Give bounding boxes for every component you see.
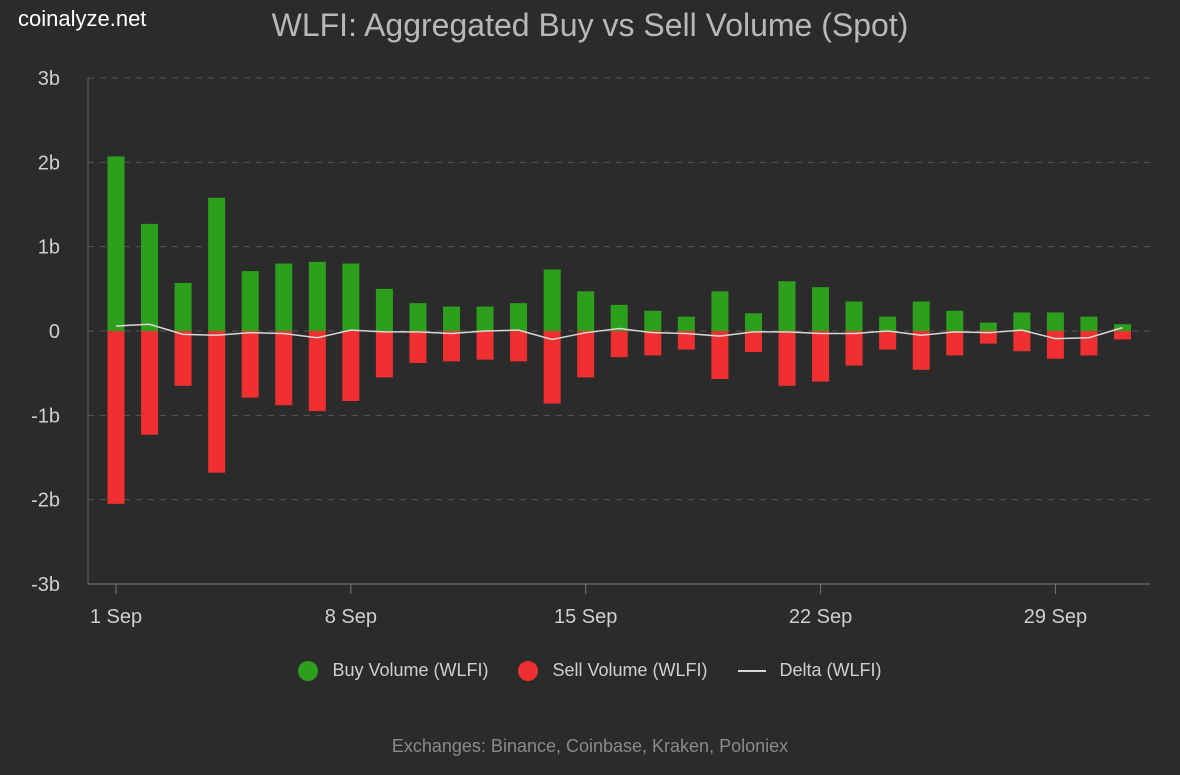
sell-bar <box>208 331 226 473</box>
sell-bar <box>174 331 192 386</box>
delta-line <box>115 323 1123 341</box>
sell-bar <box>107 331 125 504</box>
buy-bar <box>912 301 930 331</box>
sell-bar <box>275 331 293 406</box>
delta-line-layer <box>115 323 1123 341</box>
buy-bar <box>476 306 494 331</box>
legend-label-buy: Buy Volume (WLFI) <box>332 660 489 680</box>
sell-bar <box>141 331 159 435</box>
sell-bar <box>946 331 964 356</box>
legend-label-delta: Delta (WLFI) <box>779 660 882 680</box>
buy-bar <box>1013 312 1031 331</box>
buy-bar <box>342 263 360 331</box>
sell-bar <box>644 331 662 356</box>
buy-bar <box>644 310 662 331</box>
buy-bar <box>845 301 863 331</box>
sell-bar <box>543 331 561 404</box>
sell-bar <box>443 331 460 362</box>
buy-bar <box>577 291 595 331</box>
sell-bar <box>510 331 528 362</box>
buy-bar <box>443 306 460 331</box>
delta-line-icon <box>737 669 766 672</box>
legend-label-sell: Sell Volume (WLFI) <box>552 660 708 680</box>
sell-bar <box>308 331 326 412</box>
y-tick-label: 2b <box>38 152 60 174</box>
sell-bar <box>375 331 393 378</box>
buy-bar <box>308 261 326 331</box>
sell-bar <box>1114 331 1131 340</box>
axes: 3b 2b 1b 0 -1b -2b -3b 1 Sep 8 Sep 15 Sep 22 Sep 29… <box>31 68 1150 628</box>
buy-bar <box>510 303 528 331</box>
sell-bar <box>677 331 695 350</box>
exchanges-footer: Exchanges: Binance, Coinbase, Kraken, Po… <box>391 736 789 756</box>
buy-bar <box>543 269 561 331</box>
y-tick-label: -2b <box>31 490 60 512</box>
legend: Buy Volume (WLFI) Sell Volume (WLFI) Del… <box>0 660 1180 681</box>
legend-item-buy[interactable]: Buy Volume (WLFI) <box>298 660 488 681</box>
y-tick-label: -3b <box>31 574 60 596</box>
x-tick-label: 29 Sep <box>1024 606 1087 628</box>
sell-bar <box>912 331 930 370</box>
sell-bar <box>979 331 997 344</box>
sell-bar <box>1013 331 1031 352</box>
buy-bar <box>744 313 762 331</box>
buy-bar <box>610 304 628 331</box>
chart-title: WLFI: Aggregated Buy vs Sell Volume (Spo… <box>272 7 909 43</box>
bars <box>107 156 1131 504</box>
site-brand: coinalyze.net <box>18 6 147 31</box>
sell-bar <box>812 331 830 382</box>
buy-bar <box>141 223 159 331</box>
buy-bar <box>1114 324 1131 331</box>
y-tick-label: 1b <box>38 237 60 259</box>
legend-item-delta[interactable]: Delta (WLFI) <box>737 660 882 681</box>
sell-bar <box>845 331 863 366</box>
x-tick-label: 1 Sep <box>90 606 142 628</box>
sell-bar <box>342 331 360 401</box>
x-tick-label: 15 Sep <box>554 606 617 628</box>
x-tick-label: 22 Sep <box>789 606 852 628</box>
sell-bar <box>476 331 494 360</box>
buy-bar <box>275 263 293 331</box>
buy-bar <box>979 322 997 331</box>
buy-bar <box>711 291 729 331</box>
y-tick-label: 0 <box>49 321 60 343</box>
sell-bar <box>879 331 897 350</box>
sell-bar <box>1046 331 1064 359</box>
buy-bar <box>677 316 695 331</box>
sell-dot-icon <box>518 660 539 681</box>
sell-bar <box>711 331 729 380</box>
buy-bar <box>241 271 259 331</box>
sell-bar <box>241 331 259 398</box>
buy-bar <box>1046 312 1064 331</box>
sell-bar <box>409 331 427 364</box>
sell-bar <box>744 331 762 353</box>
buy-bar <box>107 156 125 331</box>
sell-bar <box>610 331 628 358</box>
buy-bar <box>208 197 226 331</box>
buy-dot-icon <box>298 660 319 681</box>
buy-bar <box>879 316 897 331</box>
sell-bar <box>778 331 796 386</box>
buy-bar <box>174 282 192 331</box>
buy-bar <box>946 310 964 331</box>
buy-bar <box>812 287 830 331</box>
sell-bar <box>577 331 595 378</box>
y-tick-label: 3b <box>38 68 60 90</box>
y-tick-label: -1b <box>31 405 60 427</box>
x-tick-label: 8 Sep <box>325 606 377 628</box>
buy-bar <box>375 288 393 331</box>
buy-bar <box>1080 316 1098 331</box>
buy-bar <box>778 281 796 331</box>
sell-bar <box>1080 331 1098 356</box>
buy-bar <box>409 303 427 331</box>
legend-item-sell[interactable]: Sell Volume (WLFI) <box>518 660 708 681</box>
